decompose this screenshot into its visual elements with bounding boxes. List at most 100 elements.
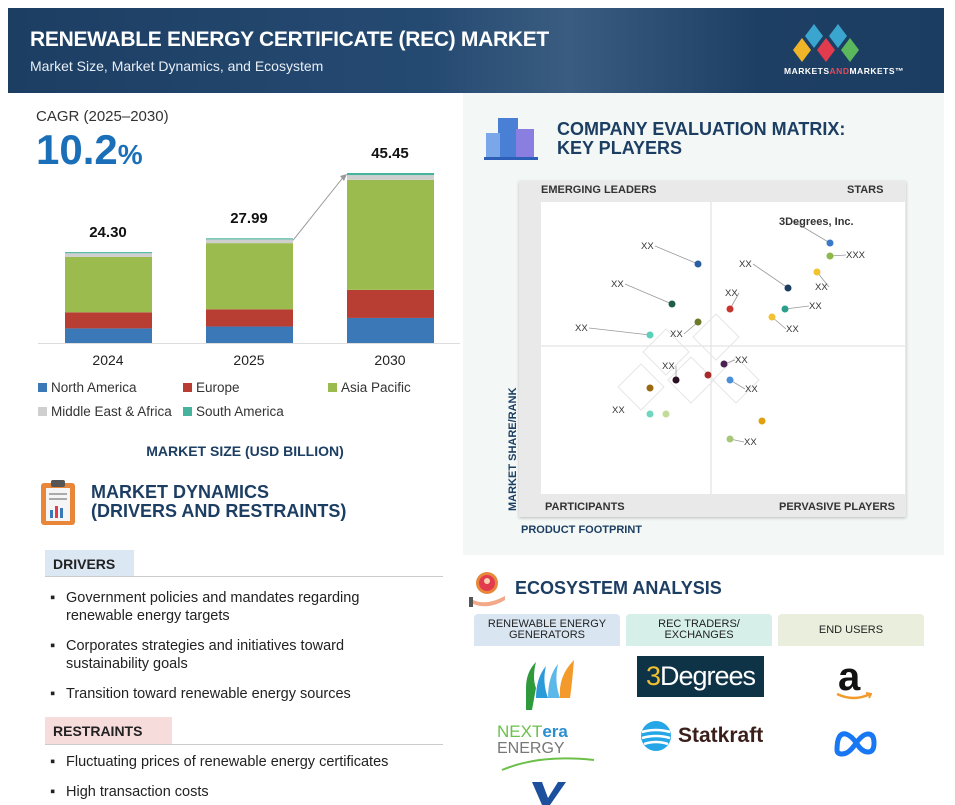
legend-middle-east-africa: Middle East & Africa — [38, 404, 183, 419]
legend-swatch — [38, 383, 47, 392]
x-tick-label: 2030 — [374, 352, 406, 368]
company-point[interactable] — [826, 239, 834, 247]
company-label: XX — [815, 282, 828, 293]
matrix-title: COMPANY EVALUATION MATRIX: KEY PLAYERS — [557, 119, 846, 158]
company-point[interactable] — [646, 410, 654, 418]
bar-segment-asia-pacific — [206, 243, 293, 310]
restraint-item: High transaction costs — [50, 783, 430, 801]
company-point[interactable] — [781, 305, 789, 313]
bar-segment-asia-pacific — [347, 179, 434, 290]
logo-text: MARKETSANDMARKETS™ — [784, 66, 904, 76]
company-point[interactable] — [646, 331, 654, 339]
company-label: XX — [786, 324, 799, 335]
connector-line — [654, 245, 699, 265]
company-label: XX — [662, 361, 675, 372]
company-label: XX — [670, 329, 683, 340]
connector-line — [752, 263, 789, 289]
vestas-logo-icon — [532, 782, 566, 805]
company-point[interactable] — [826, 252, 834, 260]
cagr-value: 10.2% — [36, 126, 143, 173]
dynamics-title: MARKET DYNAMICS (DRIVERS AND RESTRAINTS) — [91, 482, 347, 521]
company-label: XX — [611, 279, 624, 290]
drivers-tag: DRIVERS — [45, 550, 134, 577]
person-hand-icon — [469, 572, 505, 607]
bar-segment-middle-east-africa — [65, 253, 152, 257]
bar-segment-europe — [65, 312, 152, 329]
quadrant-participants: PARTICIPANTS — [545, 501, 625, 513]
statkraft-logo: Statkraft — [678, 724, 764, 747]
bar-segment-europe — [206, 309, 293, 327]
statkraft-logo-icon — [641, 721, 671, 751]
company-point[interactable] — [672, 376, 680, 384]
legend-asia-pacific: Asia Pacific — [328, 380, 458, 395]
legend-swatch — [38, 407, 47, 416]
company-point[interactable] — [758, 417, 766, 425]
bar-segment-north-america — [347, 317, 434, 343]
x-axis-label: PRODUCT FOOTPRINT — [521, 524, 642, 536]
bar-segment-north-america — [206, 326, 293, 343]
x-tick-label: 2024 — [92, 352, 124, 368]
company-label: XX — [745, 384, 758, 395]
x-tick-label: 2025 — [233, 352, 265, 368]
company-point[interactable] — [726, 305, 734, 313]
company-point[interactable] — [813, 268, 821, 276]
company-point[interactable] — [720, 360, 728, 368]
iberdrola-logo-icon — [526, 660, 574, 710]
company-label: XXX — [846, 250, 866, 261]
driver-item: Transition toward renewable energy sourc… — [50, 685, 430, 703]
driver-item: Corporates strategies and initiatives to… — [50, 637, 430, 673]
company-point[interactable] — [784, 284, 792, 292]
decorative-diamond — [692, 313, 740, 361]
eco-col-end-users: END USERS — [778, 614, 924, 646]
buildings-icon — [484, 118, 538, 160]
legend-north-america: North America — [38, 380, 183, 395]
company-point[interactable] — [726, 435, 734, 443]
legend-south-america: South America — [183, 404, 328, 419]
marketsandmarkets-logo-icon — [793, 24, 859, 62]
company-point[interactable] — [726, 376, 734, 384]
amazon-logo: a — [838, 655, 861, 699]
bar-total-label: 27.99 — [230, 210, 268, 228]
legend-swatch — [183, 383, 192, 392]
bar-segment-north-america — [65, 328, 152, 343]
bar-total-label: 24.30 — [89, 224, 127, 242]
bar-segment-south-america — [347, 173, 434, 176]
quadrant-stars: STARS — [847, 184, 884, 196]
quadrant-emerging-leaders: EMERGING LEADERS — [541, 184, 657, 196]
clipboard-icon — [41, 480, 75, 525]
legend-europe: Europe — [183, 380, 328, 395]
company-label: XX — [725, 288, 738, 299]
company-point[interactable] — [646, 384, 654, 392]
company-point[interactable] — [704, 371, 712, 379]
cagr-label: CAGR (2025–2030) — [36, 108, 169, 125]
company-point[interactable] — [768, 313, 776, 321]
growth-arrow — [292, 174, 346, 241]
connector-line — [588, 327, 651, 336]
company-label: 3Degrees, Inc. — [779, 216, 854, 228]
decorative-diamond — [712, 356, 760, 404]
legend-swatch — [183, 407, 192, 416]
y-axis-label: MARKET SHARE/RANK — [507, 387, 519, 511]
quadrant-pervasive-players: PERVASIVE PLAYERS — [779, 501, 895, 513]
page-title: RENEWABLE ENERGY CERTIFICATE (REC) MARKE… — [30, 28, 549, 51]
company-point[interactable] — [668, 300, 676, 308]
bar-segment-south-america — [206, 238, 293, 240]
matrix-plot — [541, 202, 905, 494]
company-label: XX — [744, 437, 757, 448]
company-point[interactable] — [694, 260, 702, 268]
chart-title: MARKET SIZE (USD BILLION) — [146, 443, 344, 459]
company-label: XX — [739, 259, 752, 270]
restraints-tag: RESTRAINTS — [45, 717, 172, 744]
company-point[interactable] — [694, 318, 702, 326]
restraint-item: Fluctuating prices of renewable energy c… — [50, 753, 430, 771]
bar-segment-europe — [347, 289, 434, 318]
market-size-chart — [38, 173, 460, 344]
bar-segment-middle-east-africa — [347, 175, 434, 180]
legend-swatch — [328, 383, 337, 392]
company-point[interactable] — [662, 410, 670, 418]
ecosystem-title: ECOSYSTEM ANALYSIS — [515, 578, 722, 598]
page-subtitle: Market Size, Market Dynamics, and Ecosys… — [30, 58, 324, 74]
bar-segment-asia-pacific — [65, 256, 152, 313]
company-label: XX — [612, 405, 625, 416]
arrow-head-icon — [340, 174, 347, 181]
